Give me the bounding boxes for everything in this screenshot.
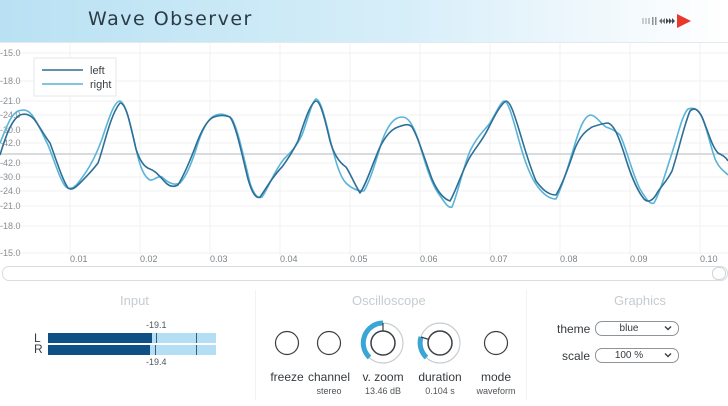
y-axis-ticks: -15.0 -18.0 -21.0 -24.0 -30.0 -42.0 -42.… <box>0 48 21 258</box>
meter-fill-left <box>48 333 152 343</box>
chart-grid <box>0 43 728 255</box>
svg-text:0.08: 0.08 <box>560 254 578 264</box>
channel-label: channel <box>307 370 351 384</box>
duration-value: 0.104 s <box>425 386 455 396</box>
legend-left: left <box>90 65 105 77</box>
oscilloscope-controls <box>274 320 509 364</box>
scale-label: scale <box>562 349 591 363</box>
svg-text:-42.0: -42.0 <box>0 158 21 168</box>
svg-text:0.03: 0.03 <box>210 254 228 264</box>
input-panel-title: Input <box>120 293 149 308</box>
svg-text:0.10: 0.10 <box>700 254 718 264</box>
mode-toggle[interactable] <box>483 330 509 356</box>
x-axis-ticks: 0.01 0.02 0.03 0.04 0.05 0.06 0.07 0.08 … <box>70 254 718 264</box>
meter-peak-right <box>155 345 156 355</box>
theme-label: theme <box>557 322 591 336</box>
freeze-toggle[interactable] <box>274 330 300 356</box>
graphics-panel-title: Graphics <box>614 293 667 308</box>
mode-value: waveform <box>476 386 516 396</box>
chart-scrollbar[interactable] <box>2 266 728 281</box>
panel-divider <box>255 290 256 400</box>
legend-right: right <box>90 79 111 91</box>
theme-select-value: blue <box>619 323 639 334</box>
mode-label: mode <box>480 370 512 384</box>
chevron-down-icon <box>664 326 672 331</box>
v-zoom-value: 13.46 dB <box>364 386 402 396</box>
meter-value-right: -19.4 <box>146 357 167 367</box>
meter-fill-right <box>48 345 150 355</box>
v-zoom-knob[interactable] <box>360 320 404 364</box>
svg-text:0.02: 0.02 <box>140 254 158 264</box>
svg-text:-42.0: -42.0 <box>0 138 21 148</box>
theme-select[interactable]: blue <box>595 321 679 336</box>
duration-label: duration <box>418 370 462 384</box>
svg-text:-24.0: -24.0 <box>0 110 21 120</box>
level-meter-right <box>48 345 216 355</box>
svg-text:-18.0: -18.0 <box>0 221 21 231</box>
svg-text:0.06: 0.06 <box>420 254 438 264</box>
oscilloscope-panel-title: Oscilloscope <box>352 293 426 308</box>
input-panel: Input <box>0 285 255 406</box>
svg-text:-15.0: -15.0 <box>0 48 21 58</box>
app-title: Wave Observer <box>88 8 253 30</box>
meter-label-left: L <box>34 331 41 345</box>
v-zoom-label: v. zoom <box>362 370 404 384</box>
svg-text:-30.0: -30.0 <box>0 125 21 135</box>
play-arrow-logo-icon[interactable] <box>642 12 692 30</box>
meter-mark-left <box>196 333 197 343</box>
svg-text:0.09: 0.09 <box>630 254 648 264</box>
panel-divider <box>526 290 527 400</box>
chart-legend: left right <box>33 57 117 97</box>
meter-value-left: -19.1 <box>146 320 167 330</box>
svg-text:0.07: 0.07 <box>490 254 508 264</box>
svg-text:-21.0: -21.0 <box>0 201 21 211</box>
meter-label-right: R <box>34 342 43 356</box>
oscilloscope-chart[interactable]: -15.0 -18.0 -21.0 -24.0 -30.0 -42.0 -42.… <box>0 43 728 265</box>
svg-text:-21.0: -21.0 <box>0 96 21 106</box>
svg-text:-30.0: -30.0 <box>0 172 21 182</box>
freeze-label: freeze <box>270 370 304 384</box>
level-meter-left <box>48 333 216 343</box>
scale-select[interactable]: 100 % <box>595 348 679 363</box>
series-left-line <box>0 100 728 202</box>
chevron-down-icon <box>664 353 672 358</box>
svg-text:-15.0: -15.0 <box>0 248 21 258</box>
header-bar: Wave Observer <box>0 0 728 43</box>
meter-mark-right <box>196 345 197 355</box>
svg-text:0.01: 0.01 <box>70 254 88 264</box>
svg-text:0.04: 0.04 <box>280 254 298 264</box>
svg-text:-18.0: -18.0 <box>0 76 21 86</box>
scale-select-value: 100 % <box>614 350 644 361</box>
svg-text:-24.0: -24.0 <box>0 186 21 196</box>
svg-text:0.05: 0.05 <box>350 254 368 264</box>
scrollbar-thumb[interactable] <box>712 267 726 280</box>
channel-toggle[interactable] <box>316 330 342 356</box>
duration-knob[interactable] <box>417 322 461 364</box>
meter-peak-left <box>156 333 157 343</box>
channel-value: stereo <box>316 386 342 396</box>
